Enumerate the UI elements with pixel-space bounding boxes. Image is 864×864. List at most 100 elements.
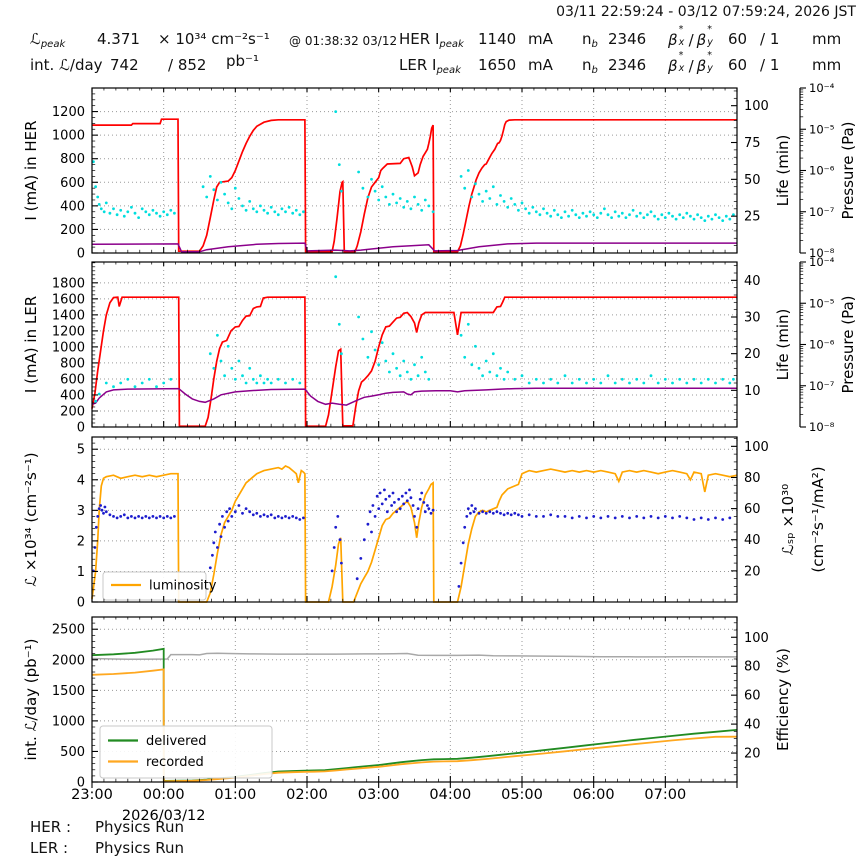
svg-text:20: 20 bbox=[744, 564, 761, 579]
svg-text:600: 600 bbox=[60, 176, 85, 191]
svg-text:03:00: 03:00 bbox=[358, 787, 400, 803]
ler-ylabel: I (mA) in LER bbox=[22, 296, 40, 393]
svg-text:ℒₛₚ ×10³⁰: ℒₛₚ ×10³⁰ bbox=[779, 484, 797, 555]
ler-current-line bbox=[91, 296, 737, 428]
svg-text:Pressure (Pa): Pressure (Pa) bbox=[839, 121, 857, 219]
ler-beta-sep: / 1 bbox=[760, 56, 780, 74]
svg-text:1800: 1800 bbox=[52, 276, 85, 291]
svg-text:20: 20 bbox=[744, 347, 761, 362]
svg-text:0: 0 bbox=[77, 247, 85, 262]
svg-text:10⁻⁴: 10⁻⁴ bbox=[809, 81, 835, 95]
svg-text:00:00: 00:00 bbox=[143, 787, 185, 803]
svg-text:10⁻⁷: 10⁻⁷ bbox=[809, 379, 835, 393]
svg-text:60: 60 bbox=[744, 689, 761, 704]
svg-text:23:00: 23:00 bbox=[71, 787, 113, 803]
svg-text:Efficiency (%): Efficiency (%) bbox=[774, 648, 792, 751]
svg-text:1500: 1500 bbox=[52, 684, 85, 699]
svg-text:40: 40 bbox=[744, 533, 761, 548]
svg-text:01:00: 01:00 bbox=[214, 787, 256, 803]
luminosity-panel: luminosity 0 1 2 3 4 5 20 40 60 80 100 ℒₛₚ ×10³⁰ (cm⁻… bbox=[22, 436, 827, 611]
svg-text:4: 4 bbox=[77, 473, 85, 488]
luminosity-line bbox=[91, 465, 738, 603]
lpeak-timestamp: @ 01:38:32 03/12 bbox=[289, 34, 398, 48]
svg-text:10⁻⁶: 10⁻⁶ bbox=[809, 164, 835, 178]
svg-text:1000: 1000 bbox=[52, 129, 85, 144]
her-pressure-line bbox=[91, 242, 737, 253]
svg-text:1200: 1200 bbox=[52, 105, 85, 120]
ler-beta-label: β * x / β * y bbox=[668, 50, 713, 75]
legend-label-delivered: delivered bbox=[146, 734, 206, 749]
her-ipeak-value: 1140 bbox=[478, 30, 517, 48]
recorded-line bbox=[91, 668, 738, 783]
legend-label-luminosity: luminosity bbox=[149, 579, 217, 594]
svg-text:400: 400 bbox=[60, 388, 85, 403]
lpeak-unit: × 10³⁴ cm⁻²s⁻¹ bbox=[158, 30, 270, 48]
svg-text:2000: 2000 bbox=[52, 653, 85, 668]
her-mode-label: HER : bbox=[30, 818, 72, 836]
her-nb-label: nb bbox=[582, 30, 598, 50]
svg-text:500: 500 bbox=[60, 745, 85, 760]
svg-text:07:00: 07:00 bbox=[644, 787, 686, 803]
svg-text:1600: 1600 bbox=[52, 292, 85, 307]
svg-text:02:00: 02:00 bbox=[286, 787, 328, 803]
integrated-legend: delivered recorded bbox=[99, 725, 273, 779]
her-ipeak-unit: mA bbox=[528, 30, 553, 48]
svg-text:10⁻⁶: 10⁻⁶ bbox=[809, 338, 835, 352]
svg-text:0: 0 bbox=[77, 596, 85, 611]
integrated-panel: delivered recorded 0 500 1000 1500 2000 2500 20 4… bbox=[22, 616, 792, 791]
svg-text:10⁻⁷: 10⁻⁷ bbox=[809, 205, 835, 219]
svg-text:40: 40 bbox=[744, 274, 761, 289]
her-nb-value: 2346 bbox=[608, 30, 647, 48]
ler-ipeak-label: LER Ipeak bbox=[399, 56, 461, 76]
lpeak-value: 4.371 bbox=[97, 30, 140, 48]
luminosity-legend: luminosity bbox=[102, 571, 217, 601]
specific-luminosity-scatter bbox=[92, 488, 732, 588]
svg-text:20: 20 bbox=[744, 747, 761, 762]
svg-text:30: 30 bbox=[744, 311, 761, 326]
her-beta-sep: / 1 bbox=[760, 30, 780, 48]
intl-unit: pb⁻¹ bbox=[226, 52, 259, 70]
her-beta-value: 60 bbox=[728, 30, 748, 48]
svg-text:10: 10 bbox=[744, 384, 761, 399]
svg-text:3: 3 bbox=[77, 504, 85, 519]
svg-text:Life (min): Life (min) bbox=[774, 309, 792, 381]
ler-beta-value: 60 bbox=[728, 56, 748, 74]
ler-nb-label: nb bbox=[582, 56, 598, 76]
intl-value: 742 bbox=[110, 56, 139, 74]
intl-total: / 852 bbox=[168, 56, 207, 74]
ler-mode-label: LER : bbox=[30, 839, 69, 857]
svg-text:1400: 1400 bbox=[52, 308, 85, 323]
svg-text:04:00: 04:00 bbox=[429, 787, 471, 803]
svg-text:10⁻⁵: 10⁻⁵ bbox=[809, 122, 835, 136]
luminosity-ylabel: ℒ ×10³⁴ (cm⁻²s⁻¹) bbox=[22, 452, 40, 586]
svg-text:200: 200 bbox=[60, 404, 85, 419]
svg-text:2500: 2500 bbox=[52, 623, 85, 638]
intl-label: int. ℒ/day bbox=[30, 56, 103, 74]
svg-text:0: 0 bbox=[77, 421, 85, 436]
svg-text:50: 50 bbox=[744, 173, 761, 188]
svg-text:5: 5 bbox=[77, 443, 85, 458]
ler-pressure-line bbox=[91, 387, 737, 406]
date-range: 03/11 22:59:24 - 03/12 07:59:24, 2026 JS… bbox=[556, 4, 856, 20]
svg-text:2: 2 bbox=[77, 534, 85, 549]
svg-text:80: 80 bbox=[744, 660, 761, 675]
svg-text:60: 60 bbox=[744, 502, 761, 517]
x-axis-date: 2026/03/12 bbox=[122, 808, 206, 824]
svg-text:Pressure (Pa): Pressure (Pa) bbox=[839, 295, 857, 393]
svg-text:800: 800 bbox=[60, 356, 85, 371]
ler-beta-unit: mm bbox=[812, 56, 842, 74]
ler-mode-value: Physics Run bbox=[95, 839, 185, 857]
lpeak-label: ℒpeak bbox=[30, 30, 66, 50]
her-beta-unit: mm bbox=[812, 30, 842, 48]
her-current-line bbox=[92, 118, 737, 253]
svg-text:1000: 1000 bbox=[52, 340, 85, 355]
svg-text:100: 100 bbox=[744, 631, 769, 646]
her-beta-label: β * x / β * y bbox=[668, 24, 713, 49]
svg-text:0: 0 bbox=[77, 776, 85, 791]
svg-text:25: 25 bbox=[744, 210, 761, 225]
svg-text:80: 80 bbox=[744, 471, 761, 486]
svg-text:06:00: 06:00 bbox=[573, 787, 615, 803]
ler-ipeak-unit: mA bbox=[528, 56, 553, 74]
